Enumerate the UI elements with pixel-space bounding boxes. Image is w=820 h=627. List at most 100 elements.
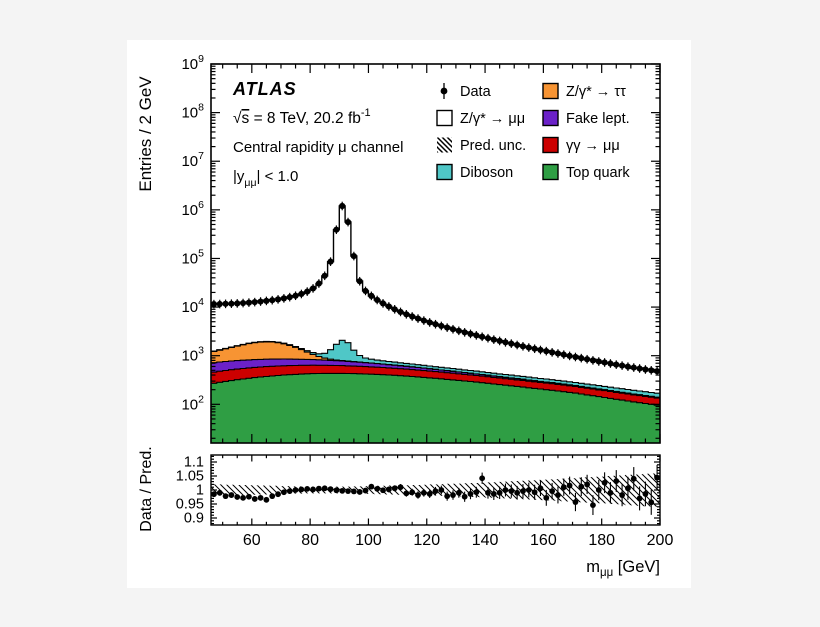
ratio-point xyxy=(444,493,451,500)
data-point xyxy=(613,361,620,368)
ratio-point xyxy=(333,487,340,494)
data-point xyxy=(438,322,445,330)
ratio-point xyxy=(391,485,398,492)
data-point xyxy=(601,359,608,366)
data-point xyxy=(222,300,229,307)
data-point xyxy=(269,297,276,304)
ratio-point xyxy=(257,494,264,501)
ratio-point xyxy=(607,489,614,496)
ratio-point xyxy=(549,488,556,495)
x-tick-label: 160 xyxy=(530,532,557,549)
x-tick-label: 80 xyxy=(301,532,319,549)
ratio-point xyxy=(409,489,416,496)
ratio-point xyxy=(246,493,252,500)
ratio-point xyxy=(578,483,585,490)
ratio-point xyxy=(211,491,217,498)
data-point xyxy=(642,366,649,373)
data-point xyxy=(595,358,602,365)
ratio-point xyxy=(432,488,439,495)
data-point xyxy=(479,333,486,340)
ratio-point xyxy=(514,489,521,496)
data-point xyxy=(409,313,416,320)
data-point xyxy=(263,297,270,304)
legend-label: Data xyxy=(460,84,492,100)
ratio-point xyxy=(619,492,625,498)
ratio-point xyxy=(595,487,602,493)
ratio-point xyxy=(298,486,305,493)
data-point xyxy=(327,258,334,265)
data-point xyxy=(554,350,562,357)
ratio-point xyxy=(531,489,538,496)
data-point xyxy=(531,345,538,352)
ratio-point xyxy=(368,483,375,490)
label-part: √ xyxy=(233,110,242,127)
data-point xyxy=(280,295,287,302)
legend-label: γγ → μμ xyxy=(566,138,620,154)
label-part: [GeV] xyxy=(613,558,660,576)
ratio-point xyxy=(374,485,381,492)
ratio-tick-label: 0.95 xyxy=(176,497,204,513)
ratio-point xyxy=(222,493,229,500)
ratio-point xyxy=(508,488,515,495)
ratio-point xyxy=(397,484,404,491)
ratio-point xyxy=(280,489,287,496)
data-point xyxy=(455,327,462,334)
data-point xyxy=(321,272,328,279)
legend-item-: γγ → μμ xyxy=(542,136,620,154)
atlas-label: ATLAS xyxy=(232,79,297,99)
data-point xyxy=(618,362,626,369)
ratio-point xyxy=(648,499,655,506)
data-point xyxy=(514,341,521,349)
data-point xyxy=(432,321,439,328)
ratio-point xyxy=(350,488,357,495)
data-point xyxy=(572,353,579,361)
data-point xyxy=(350,252,357,260)
data-point xyxy=(403,311,410,318)
legend-item-z: Z/γ* → μμ xyxy=(436,109,525,127)
ratio-point xyxy=(642,491,649,497)
ratio-point xyxy=(286,488,293,495)
ratio-point xyxy=(327,486,334,493)
legend-label: Z/γ* → ττ xyxy=(566,84,626,100)
data-point xyxy=(589,357,597,364)
legend-color-swatch xyxy=(542,82,559,100)
rapidity-label: |yμμ| < 1.0 xyxy=(233,168,298,189)
legend-color-swatch xyxy=(436,163,453,181)
legend-color-swatch xyxy=(542,136,559,154)
histogram-outline- xyxy=(211,364,660,399)
ratio-point xyxy=(310,486,316,493)
data-point xyxy=(461,329,468,336)
data-point xyxy=(467,330,474,337)
x-tick-label: 100 xyxy=(355,532,382,549)
label-part: μμ xyxy=(600,567,613,579)
legend: Data Z/γ* → μμ Pred. unc. Diboson Z/γ* → ττ F… xyxy=(436,82,630,181)
ratio-point xyxy=(555,492,561,498)
ratio-point xyxy=(520,488,526,495)
label-part: |y xyxy=(233,168,245,185)
legend-label: Diboson xyxy=(460,165,513,181)
ratio-point xyxy=(240,494,246,501)
ratio-point xyxy=(420,489,427,496)
data-point xyxy=(344,218,352,226)
legend-item-fake-lept: Fake lept. xyxy=(542,109,630,127)
legend-color-swatch xyxy=(542,109,559,127)
histogram-outline-top-quark xyxy=(211,372,660,406)
data-point xyxy=(496,337,503,345)
data-point xyxy=(333,226,340,233)
x-tick-label: 200 xyxy=(647,532,674,549)
ratio-point xyxy=(415,492,421,498)
data-point xyxy=(426,319,433,326)
ratio-point xyxy=(613,478,620,484)
x-axis-title: mμμ [GeV] xyxy=(586,558,660,579)
data-point xyxy=(309,285,317,292)
data-point xyxy=(304,288,311,295)
data-point xyxy=(385,303,392,310)
ratio-point xyxy=(234,494,241,500)
data-point xyxy=(630,364,637,371)
data-point xyxy=(560,351,567,358)
x-tick-label: 120 xyxy=(413,532,440,549)
legend-color-swatch xyxy=(542,163,559,181)
data-point xyxy=(257,298,264,305)
